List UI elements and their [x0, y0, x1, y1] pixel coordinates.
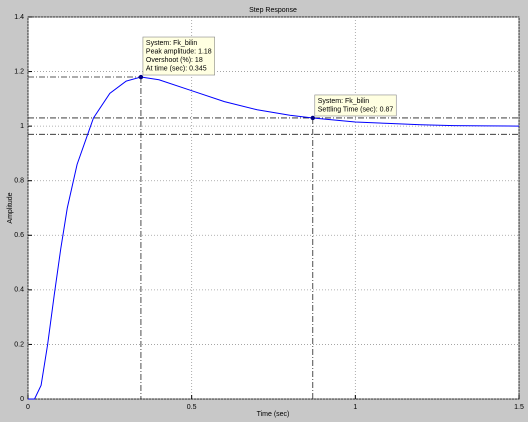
datatip-text: At time (sec): 0.345	[146, 65, 207, 72]
y-tick-label: 0	[20, 396, 24, 403]
y-tick-label: 0.4	[14, 287, 24, 294]
datatip-marker	[310, 115, 315, 121]
y-axis-label: Amplitude	[7, 192, 14, 223]
x-tick-label: 0	[26, 404, 30, 411]
y-tick-label: 1.4	[14, 14, 24, 21]
x-tick-label: 0.5	[187, 404, 197, 411]
y-tick-label: 0.6	[14, 232, 24, 239]
datatip-text: Peak amplitude: 1.18	[146, 48, 212, 55]
y-tick-label: 1.2	[14, 68, 24, 75]
y-tick-label: 0.2	[14, 341, 24, 348]
x-tick-label: 1.5	[514, 404, 524, 411]
x-axis-label: Time (sec)	[257, 411, 290, 418]
datatip-box	[142, 36, 215, 76]
datatip-text: System: Fk_bilin	[146, 40, 197, 47]
datatip-text: System: Fk_bilin	[318, 98, 369, 105]
datatip-text: Settling Time (sec): 0.87	[318, 106, 394, 113]
chart-title: Step Response	[249, 7, 297, 14]
response-line	[28, 76, 520, 400]
y-tick-label: 1	[20, 123, 24, 130]
datatip-box	[314, 94, 397, 117]
datatip-text: Overshoot (%): 18	[146, 57, 203, 64]
datatip-marker	[138, 74, 144, 80]
x-tick-label: 1	[353, 404, 357, 411]
y-tick-label: 0.8	[14, 178, 24, 185]
plot-area	[27, 16, 520, 400]
